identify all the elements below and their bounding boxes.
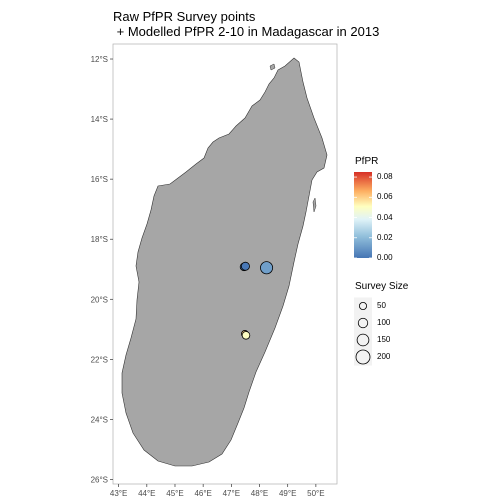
x-tick-label: 46°E [194, 489, 211, 498]
size-key-background [354, 297, 372, 315]
x-axis: 43°E 44°E 45°E 46°E 47°E 48°E 49°E 50°E [110, 484, 325, 498]
size-key-label: 100 [377, 318, 391, 327]
size-key-circle [358, 301, 368, 311]
color-legend-title: PfPR [355, 156, 379, 167]
y-tick-label: 20°S [91, 295, 108, 304]
title-line-1: Raw PfPR Survey points [113, 9, 256, 24]
y-tick-label: 18°S [91, 235, 108, 244]
size-key-label: 200 [377, 352, 391, 361]
x-tick-label: 49°E [279, 489, 296, 498]
size-key-label: 150 [377, 335, 391, 344]
size-legend-keys [354, 297, 372, 366]
x-tick-label: 50°E [307, 489, 324, 498]
sainte-marie-islet [312, 197, 317, 213]
nosy-be-islet [269, 63, 276, 71]
size-key-background [354, 348, 372, 366]
size-key-circle [357, 317, 369, 329]
madagascar-island [121, 57, 328, 467]
y-tick-label: 12°S [91, 55, 108, 64]
size-key-circle [355, 349, 371, 365]
y-tick-label: 26°S [91, 475, 108, 484]
size-key-label: 50 [377, 301, 386, 310]
x-tick-label: 44°E [138, 489, 155, 498]
survey-point [241, 331, 251, 340]
x-tick-label: 43°E [110, 489, 127, 498]
x-tick-label: 48°E [251, 489, 268, 498]
colorbar-label: 0.02 [377, 232, 393, 242]
y-tick-label: 14°S [91, 115, 108, 124]
survey-points [239, 261, 274, 340]
y-tick-label: 16°S [91, 175, 108, 184]
colorbar-ticks [354, 176, 372, 259]
madagascar-landmass [121, 57, 328, 467]
y-tick-label: 24°S [91, 415, 108, 424]
y-tick-label: 22°S [91, 355, 108, 364]
colorbar-label: 0.06 [377, 192, 393, 202]
x-tick-label: 47°E [223, 489, 240, 498]
colorbar-label: 0.08 [377, 172, 393, 182]
title-line-2: + Modelled PfPR 2-10 in Madagascar in 20… [113, 24, 380, 39]
size-key-background [354, 314, 372, 332]
size-key-circle [356, 333, 370, 347]
size-legend-title: Survey Size [355, 281, 409, 292]
colorbar-label: 0.04 [377, 212, 393, 222]
x-tick-label: 45°E [166, 489, 183, 498]
y-axis: 12°S 14°S 16°S 18°S 20°S 22°S 24°S 26°S [91, 55, 113, 484]
colorbar-label: 0.00 [377, 253, 393, 262]
plot-title: Raw PfPR Survey points + Modelled PfPR 2… [113, 9, 379, 39]
survey-point [260, 261, 274, 275]
survey-point [240, 261, 250, 271]
pfpr-colorbar [354, 172, 372, 258]
